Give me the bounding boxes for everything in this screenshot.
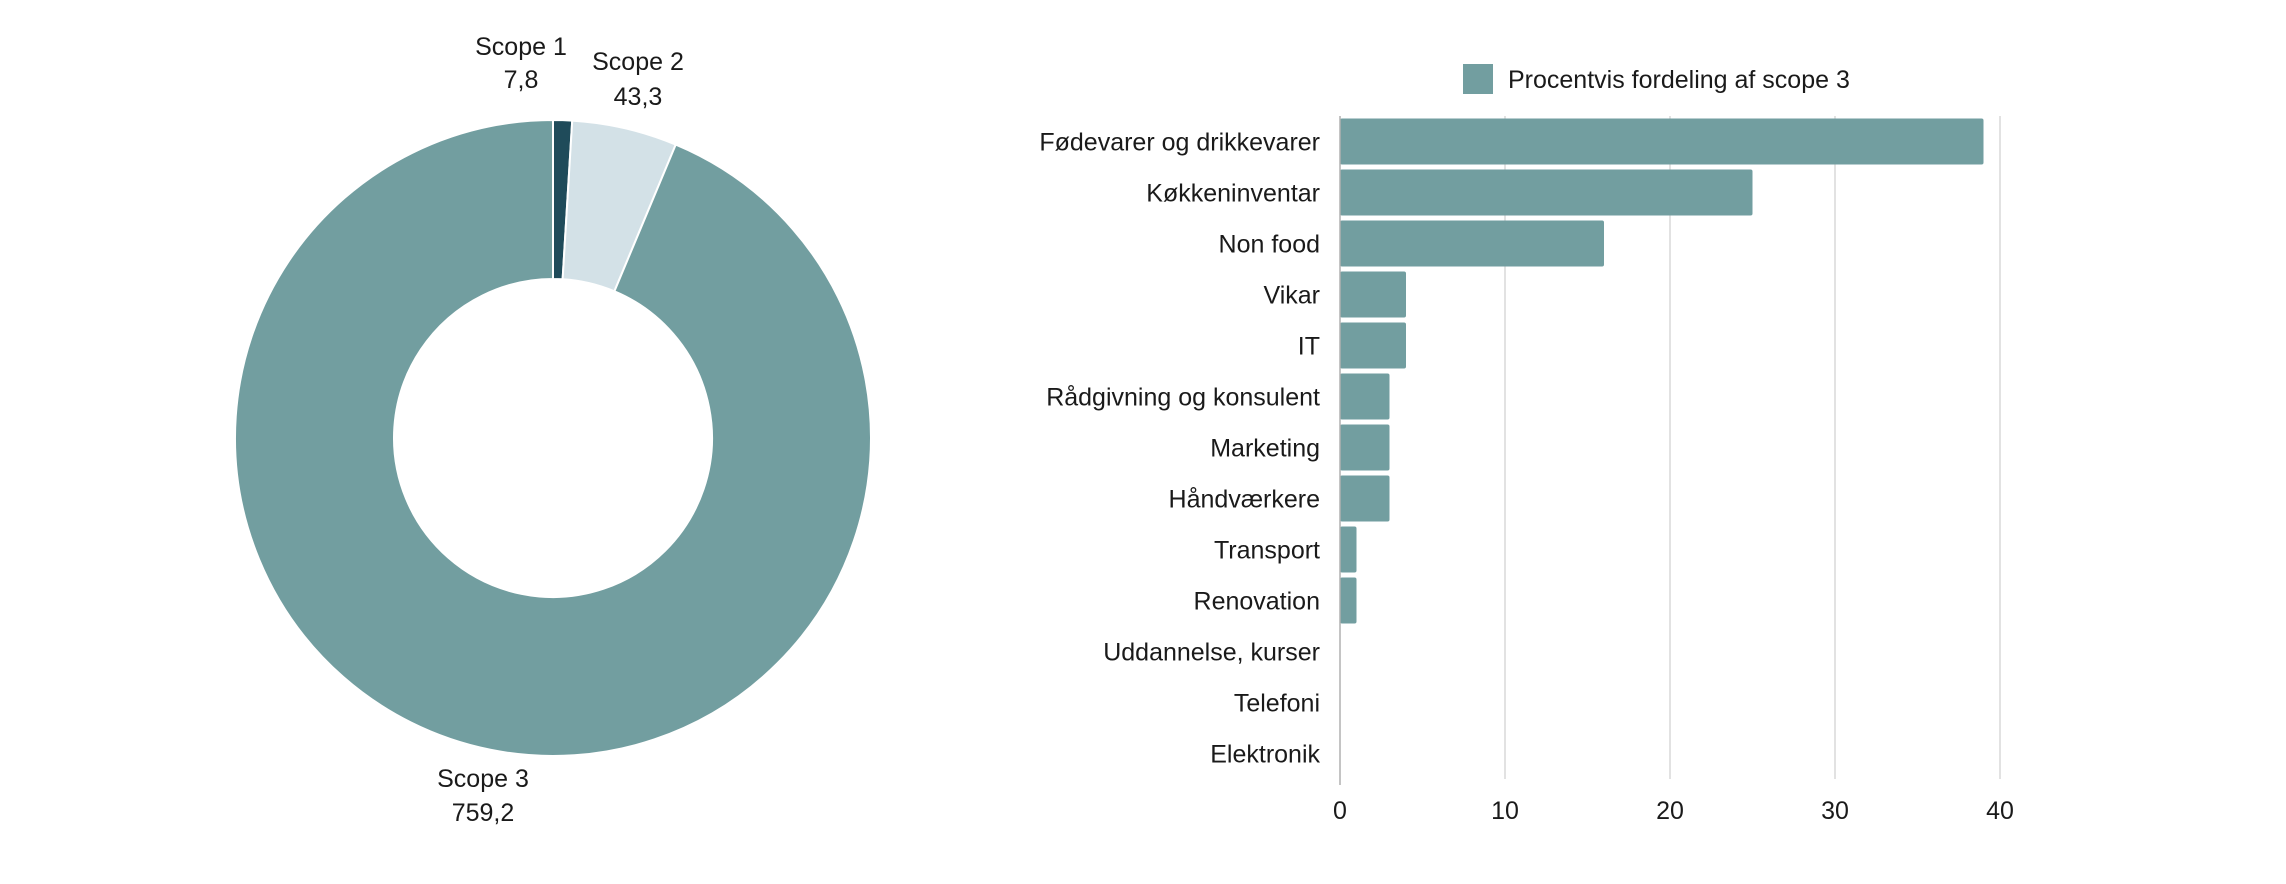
bar-koekkeninventar	[1340, 169, 1753, 216]
category-label-marketing: Marketing	[1210, 435, 1320, 463]
x-tick-label-30: 30	[1821, 797, 1849, 825]
category-label-telefoni: Telefoni	[1234, 690, 1320, 718]
bar-marketing	[1340, 424, 1390, 471]
slice-value-scope-2: 43,3	[614, 83, 663, 111]
category-label-renovation: Renovation	[1194, 588, 1320, 616]
x-tick-label-10: 10	[1491, 797, 1519, 825]
category-label-elektronik: Elektronik	[1210, 741, 1320, 769]
bar-non-food	[1340, 220, 1604, 267]
category-label-vikar: Vikar	[1263, 282, 1320, 310]
slice-label-scope-2: Scope 2	[592, 48, 684, 76]
category-label-transport: Transport	[1214, 537, 1320, 565]
bar-transport	[1340, 526, 1357, 573]
slice-label-scope-3: Scope 3	[437, 765, 529, 793]
bar-it	[1340, 322, 1406, 369]
slice-value-scope-1: 7,8	[504, 66, 539, 94]
category-label-haandvaerkere: Håndværkere	[1169, 486, 1320, 514]
category-label-non-food: Non food	[1219, 231, 1320, 259]
category-label-uddannelse-kurser: Uddannelse, kurser	[1103, 639, 1320, 667]
category-label-it: IT	[1298, 333, 1320, 361]
bar-vikar	[1340, 271, 1406, 318]
x-tick-label-0: 0	[1333, 797, 1347, 825]
slice-label-scope-1: Scope 1	[475, 33, 567, 61]
donut-chart: Scope 1 7,8 Scope 2 43,3 Scope 3 759,2	[234, 33, 872, 827]
category-label-foedevarer-og-drikkevarer: Fødevarer og drikkevarer	[1039, 129, 1320, 157]
bar-chart: Fødevarer og drikkevarer Køkkeninventar No…	[1039, 64, 2014, 825]
bar-renovation	[1340, 577, 1357, 624]
donut-slice-scope-3	[234, 118, 872, 757]
bar-raadgivning-og-konsulent	[1340, 373, 1390, 420]
category-label-koekkeninventar: Køkkeninventar	[1146, 180, 1320, 208]
x-tick-label-20: 20	[1656, 797, 1684, 825]
category-label-raadgivning-og-konsulent: Rådgivning og konsulent	[1046, 384, 1320, 412]
legend-swatch	[1463, 64, 1493, 94]
bar-foedevarer-og-drikkevarer	[1340, 118, 1984, 165]
x-tick-label-40: 40	[1986, 797, 2014, 825]
slice-value-scope-3: 759,2	[452, 799, 515, 827]
legend-label: Procentvis fordeling af scope 3	[1508, 66, 1850, 94]
bar-haandvaerkere	[1340, 475, 1390, 522]
